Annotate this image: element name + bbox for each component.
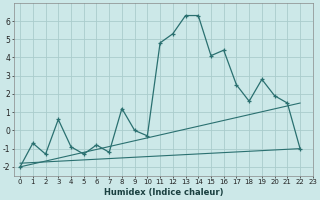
X-axis label: Humidex (Indice chaleur): Humidex (Indice chaleur): [103, 188, 223, 197]
